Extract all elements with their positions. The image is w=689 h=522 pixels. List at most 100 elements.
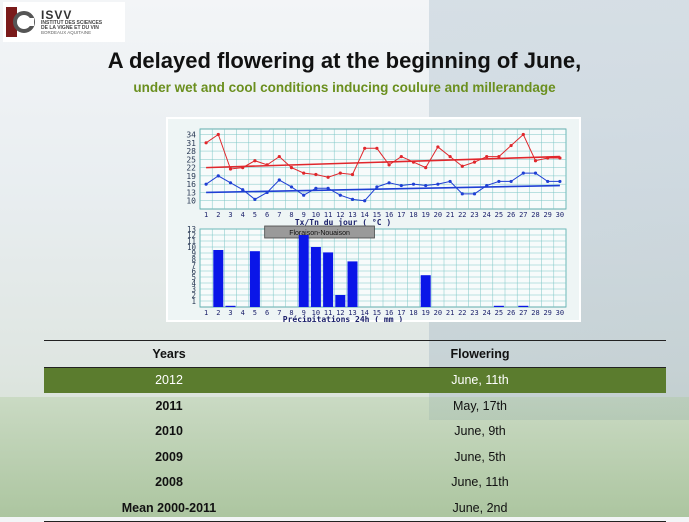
temperature-data-point xyxy=(302,193,306,197)
precipitation-bar xyxy=(335,295,346,307)
temperature-data-point xyxy=(350,172,355,177)
temperature-series-line xyxy=(205,133,560,178)
temperature-data-point xyxy=(338,171,342,175)
temperature-x-tick-label: 20 xyxy=(434,211,442,219)
temperature-x-tick-label: 24 xyxy=(482,211,490,219)
temperature-x-tick-label: 14 xyxy=(360,211,368,219)
header-flowering: Flowering xyxy=(294,340,666,368)
temperature-data-point xyxy=(509,179,513,184)
temperature-data-point xyxy=(497,179,501,184)
temperature-x-tick-label: 2 xyxy=(216,211,220,219)
logo-line-1: INSTITUT DES SCIENCES xyxy=(41,19,103,26)
temperature-x-tick-label: 30 xyxy=(556,211,564,219)
temperature-data-point xyxy=(424,183,428,188)
table-row: Mean 2000-2011 June, 2nd xyxy=(44,495,666,522)
precipitation-y-tick-label: 10 xyxy=(187,243,197,252)
temperature-x-tick-label: 18 xyxy=(409,211,417,219)
precipitation-x-tick-label: 21 xyxy=(446,309,454,317)
table-row: 2011 May, 17th xyxy=(44,393,666,419)
slide-title: A delayed flowering at the beginning of … xyxy=(107,48,582,73)
temperature-data-point xyxy=(546,179,550,184)
flowering-cell: June, 11th xyxy=(451,475,509,490)
temperature-y-tick-label: 34 xyxy=(186,131,196,140)
precipitation-x-tick-label: 14 xyxy=(360,309,368,317)
logo-line-2: DE LA VIGNE ET DU VIN xyxy=(41,24,99,31)
temperature-data-point xyxy=(314,172,318,177)
temperature-y-tick-label: 16 xyxy=(186,180,196,189)
temperature-x-tick-label: 15 xyxy=(373,211,381,219)
temperature-data-point xyxy=(253,159,257,163)
temperature-data-point xyxy=(558,179,562,184)
precipitation-x-tick-label: 10 xyxy=(312,309,320,317)
temperature-x-tick-label: 25 xyxy=(495,211,503,219)
precipitation-x-tick-label: 4 xyxy=(241,309,245,317)
temperature-y-tick-label: 31 xyxy=(186,139,196,148)
precipitation-bar xyxy=(518,305,529,307)
temperature-y-tick-label: 22 xyxy=(186,164,196,173)
temperature-data-point xyxy=(460,164,464,168)
temperature-x-tick-label: 26 xyxy=(507,211,515,219)
precipitation-y-tick-label: 9 xyxy=(191,249,196,258)
trend-line xyxy=(206,155,560,169)
precipitation-x-tick-label: 7 xyxy=(277,309,281,317)
precipitation-x-tick-label: 15 xyxy=(373,309,381,317)
precipitation-x-tick-label: 9 xyxy=(302,309,306,317)
temperature-data-point xyxy=(533,159,538,163)
flowering-cell: June, 11th xyxy=(294,367,666,393)
precipitation-y-tick-label: 13 xyxy=(187,225,196,234)
temperature-y-tick-label: 19 xyxy=(186,172,196,181)
precipitation-bar xyxy=(298,235,309,307)
precipitation-bar xyxy=(225,305,236,307)
temperature-x-tick-label: 22 xyxy=(458,211,466,219)
temperature-x-tick-label: 21 xyxy=(446,211,454,219)
precipitation-bar xyxy=(420,275,431,307)
flowering-period-box xyxy=(264,225,375,239)
temperature-data-point xyxy=(241,188,245,192)
year-cell: 2011 xyxy=(155,398,183,413)
precipitation-x-tick-label: 1 xyxy=(204,309,208,317)
isvv-logo: ISVV INSTITUT DES SCIENCES DE LA VIGNE E… xyxy=(3,2,125,42)
temperature-data-point xyxy=(326,186,330,190)
precipitation-y-tick-label: 7 xyxy=(191,261,196,270)
temperature-data-point xyxy=(314,186,318,190)
precipitation-y-tick-label: 2 xyxy=(191,291,196,300)
precipitation-x-tick-label: 11 xyxy=(324,309,332,317)
temperature-data-point xyxy=(375,185,379,189)
temperature-series-line xyxy=(205,172,560,202)
temperature-y-tick-label: 28 xyxy=(186,147,196,156)
temperature-x-tick-label: 10 xyxy=(312,211,320,219)
temperature-x-tick-label: 16 xyxy=(385,211,393,219)
precipitation-x-tick-label: 28 xyxy=(531,309,539,317)
temperature-data-point xyxy=(472,160,477,164)
flowering-cell: June, 5th xyxy=(454,449,506,464)
table-header-row: Years Flowering xyxy=(44,340,666,368)
temperature-x-tick-label: 23 xyxy=(470,211,478,219)
temperature-data-point xyxy=(216,174,220,178)
flowering-cell: June, 9th xyxy=(454,424,506,439)
precipitation-x-tick-label: 2 xyxy=(216,309,220,317)
precipitation-y-tick-label: 6 xyxy=(191,267,196,276)
temperature-x-tick-label: 4 xyxy=(241,211,245,219)
precipitation-x-tick-label: 22 xyxy=(458,309,466,317)
temperature-data-point xyxy=(375,146,379,150)
temperature-x-axis-label: Tx/Tn du jour ( °C ) xyxy=(295,217,391,227)
temperature-data-point xyxy=(521,171,525,175)
precipitation-x-tick-label: 20 xyxy=(434,309,442,317)
temperature-data-point xyxy=(387,163,391,167)
precipitation-x-tick-label: 23 xyxy=(470,309,478,317)
temperature-data-point xyxy=(277,154,281,159)
precipitation-x-tick-label: 13 xyxy=(348,309,356,317)
temperature-data-point xyxy=(363,146,367,150)
temperature-data-point xyxy=(472,192,477,196)
year-cell: 2010 xyxy=(155,424,183,439)
logo-name: ISVV xyxy=(41,7,73,22)
precipitation-x-tick-label: 3 xyxy=(228,309,232,317)
temperature-x-tick-label: 8 xyxy=(289,211,293,219)
precipitation-bar xyxy=(249,251,260,307)
temperature-x-tick-label: 5 xyxy=(253,211,257,219)
year-cell: Mean 2000-2011 xyxy=(44,495,294,522)
header-years: Years xyxy=(44,340,294,368)
temperature-data-point xyxy=(411,182,416,186)
temperature-x-tick-label: 13 xyxy=(348,211,356,219)
temperature-x-tick-label: 7 xyxy=(277,211,281,219)
